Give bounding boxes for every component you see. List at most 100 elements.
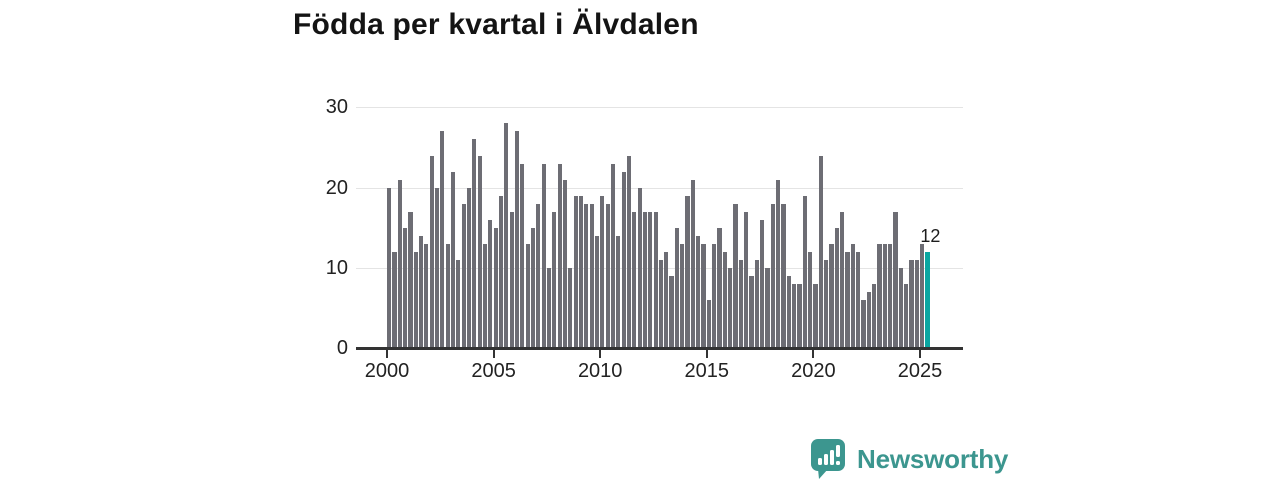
bar (760, 219, 765, 348)
bar (408, 211, 413, 348)
bar (402, 227, 408, 348)
bar (589, 203, 594, 348)
bar (626, 155, 632, 348)
bar (488, 219, 493, 348)
bar (770, 203, 775, 348)
chart-title: Födda per kvartal i Älvdalen (293, 8, 699, 41)
y-axis-label: 20 (325, 176, 348, 199)
bar (706, 299, 711, 348)
bar (440, 131, 445, 348)
x-axis-tick (386, 350, 388, 358)
bar (776, 179, 781, 348)
x-axis-label: 2005 (471, 360, 516, 382)
newsworthy-icon (811, 439, 845, 479)
bar (557, 163, 562, 348)
bar (856, 251, 861, 348)
bar (568, 267, 573, 348)
bar (493, 227, 498, 348)
bar (920, 243, 925, 348)
bar (733, 203, 738, 348)
bar (717, 227, 722, 348)
bar (530, 227, 536, 348)
bar (429, 155, 434, 348)
bar (616, 235, 621, 348)
bar (610, 163, 616, 348)
x-axis-label: 2020 (791, 360, 836, 382)
bar (578, 195, 584, 348)
bar (637, 187, 642, 348)
bar (504, 123, 509, 348)
bar (802, 195, 807, 348)
bar (461, 203, 466, 348)
bar (877, 243, 882, 348)
bar (861, 299, 866, 348)
bar (482, 243, 488, 348)
x-axis-tick (812, 350, 815, 358)
bar (541, 163, 546, 348)
bar (866, 291, 871, 348)
bar (792, 283, 797, 348)
bar (669, 275, 674, 348)
bar (845, 251, 850, 348)
bar (594, 235, 600, 348)
x-axis-label: 2025 (897, 360, 943, 382)
bar (536, 203, 541, 348)
bar (621, 171, 626, 348)
bar (744, 211, 749, 348)
bar (397, 179, 402, 348)
bar (674, 227, 679, 348)
bar (456, 259, 461, 348)
bar (872, 283, 877, 348)
bar (765, 267, 770, 348)
bar (472, 139, 477, 348)
bar (781, 203, 786, 348)
y-axis-label: 0 (336, 337, 348, 359)
bar (525, 243, 530, 348)
bar (552, 211, 557, 348)
bar (829, 243, 834, 348)
bar (898, 267, 903, 348)
bar (696, 235, 701, 348)
x-axis-tick (492, 350, 495, 358)
bar (738, 259, 743, 348)
newsworthy-wordmark: Newsworthy (857, 443, 1009, 474)
latest-value-label: 12 (920, 225, 941, 246)
bar (477, 155, 482, 348)
gridline-y30 (356, 107, 963, 109)
x-axis-tick (705, 350, 708, 358)
bar (509, 211, 514, 348)
x-axis-label: 2015 (684, 360, 730, 382)
bar (392, 251, 397, 348)
bar (701, 243, 706, 348)
bar (642, 211, 648, 348)
bar (850, 243, 855, 348)
bar (712, 243, 717, 348)
bar (914, 259, 919, 348)
gridline-y20 (356, 187, 963, 189)
bar (546, 267, 552, 348)
bar (653, 211, 658, 348)
y-axis-label: 30 (325, 96, 348, 119)
bar (514, 131, 520, 348)
bar (749, 275, 754, 348)
bar (573, 195, 578, 348)
bar (840, 211, 845, 348)
bar (584, 203, 589, 348)
bar (413, 251, 418, 348)
bar (797, 283, 802, 348)
bar (434, 187, 440, 348)
bar (632, 211, 637, 348)
bar (680, 243, 685, 348)
x-axis-tick (919, 350, 921, 358)
bar (786, 275, 791, 348)
bar (418, 235, 424, 348)
bar (600, 195, 605, 348)
newsworthy-logo: Newsworthy (810, 438, 1008, 480)
bar (685, 195, 690, 348)
x-axis-line (356, 347, 963, 350)
bar (813, 283, 818, 348)
bar-highlight (925, 251, 930, 348)
bar (834, 227, 839, 348)
